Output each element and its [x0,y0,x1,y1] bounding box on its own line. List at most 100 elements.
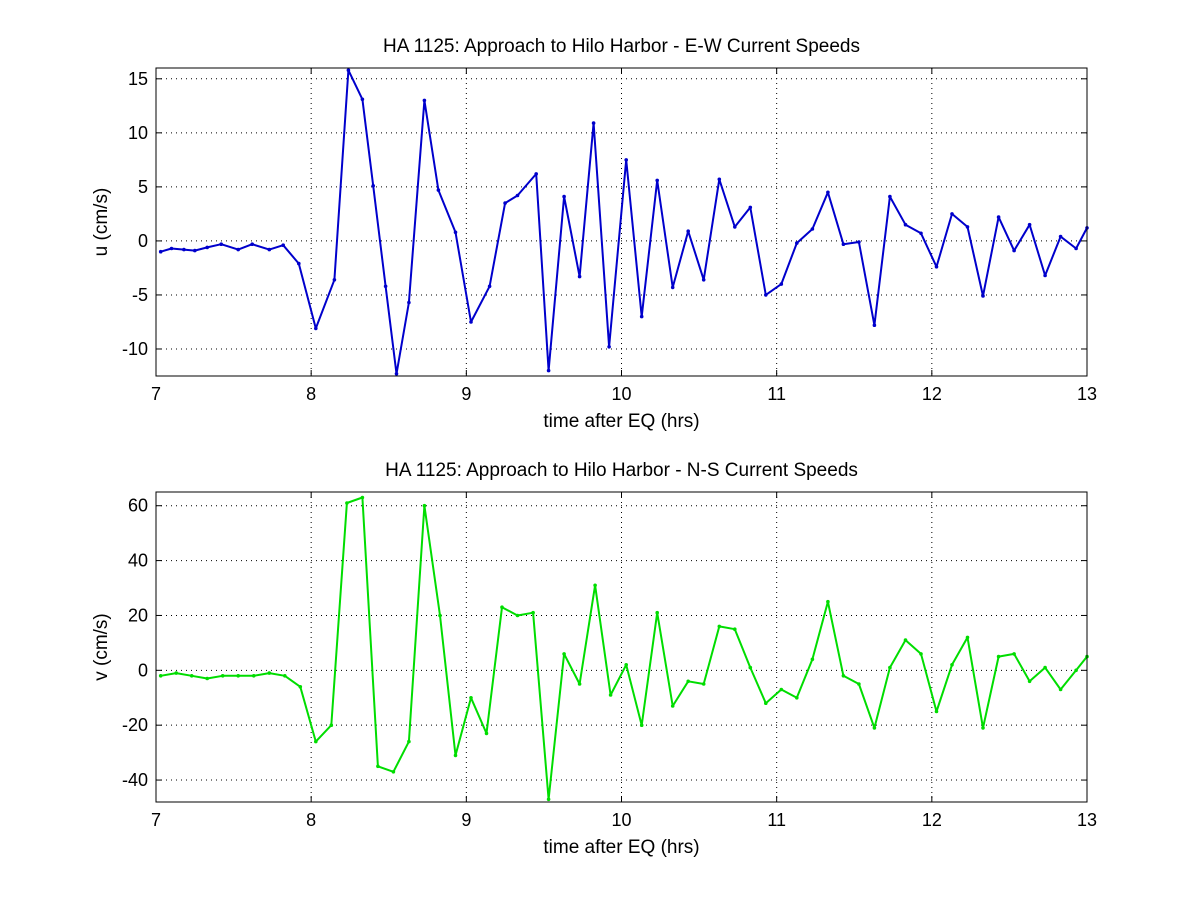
data-point-ew [624,158,628,162]
data-point-ew [346,68,351,72]
data-point-ns [639,723,644,727]
data-point-ew [332,278,337,282]
data-point-ew [981,294,985,298]
data-point-ew [546,368,551,373]
data-point-ns [438,613,442,618]
data-point-ew [655,178,659,183]
data-point-ew [1058,234,1063,239]
data-point-ew [1012,248,1016,253]
data-point-ns [469,696,473,700]
data-point-ns [764,701,768,705]
data-point-ew [371,184,376,188]
data-point-ns [608,693,613,697]
data-point-ns [531,610,535,615]
data-point-ns [841,674,846,678]
data-point-ns [376,764,380,769]
y-tick-label-ew: 10 [128,123,148,143]
data-point-ns [826,599,830,604]
data-point-ew [169,246,174,251]
data-point-ns [965,635,970,640]
data-point-ew [314,326,318,331]
data-point-ew [267,247,272,252]
data-point-ew [965,225,970,229]
data-point-ew [950,212,954,216]
data-point-ew [219,242,223,246]
data-point-ns [1012,652,1016,656]
y-tick-label-ew: 0 [138,231,148,251]
chart-panel-ns: 7 8 9 10 11 12 13 -40 -20 0 20 40 60 HA 1125: Approac… [91,460,1097,858]
data-point-ns [484,731,489,736]
data-point-ns [360,495,365,500]
data-point-ew [281,243,286,247]
x-tick-label-ew: 8 [306,384,316,404]
data-point-ew [795,241,799,245]
x-tick-label-ew: 7 [151,384,161,404]
data-point-ns [779,687,784,692]
data-point-ns [857,682,861,686]
data-point-ns [515,613,520,618]
data-point-ew [934,265,939,269]
data-point-ew [607,345,611,349]
y-tick-label-ew: -5 [132,285,148,305]
y-tick-label-ew: 15 [128,69,148,89]
y-tick-label-ns: 20 [128,605,148,625]
data-point-ns [1074,668,1078,673]
data-point-ew [826,190,830,195]
data-point-ew [686,229,690,233]
data-point-ns [500,605,504,609]
data-point-ns [189,674,194,678]
data-point-ns [174,671,178,675]
data-point-ns [655,610,659,615]
x-tick-label-ns: 7 [151,810,161,830]
data-point-ew [193,248,197,253]
data-point-ns [795,696,799,700]
data-point-ns [252,674,256,678]
x-axis-label-ew: time after EQ (hrs) [543,411,699,432]
data-point-ew [422,98,427,103]
data-point-ew [1074,246,1078,251]
data-point-ew [591,121,596,125]
data-point-ns [686,679,690,684]
data-point-ns [919,652,923,656]
data-point-ew [407,300,411,305]
data-point-ew [383,284,388,289]
data-point-ew [562,194,566,199]
x-tick-label-ew: 11 [767,384,786,404]
data-point-ns [329,723,334,727]
y-tick-label-ns: 40 [128,551,148,571]
y-tick-label-ew: 5 [138,177,148,197]
data-point-ns [1043,665,1047,670]
x-tick-label-ns: 13 [1077,810,1097,830]
data-point-ew [453,230,458,235]
data-point-ew [469,320,473,324]
data-point-ew [360,97,365,102]
data-point-ns [298,685,303,689]
data-point-ew [158,249,163,254]
y-axis-label-ew: u (cm/s) [91,188,112,257]
data-point-ew [701,278,706,282]
data-point-ew [996,215,1001,219]
data-point-ns [314,739,318,744]
x-tick-label-ns: 12 [922,810,942,830]
data-point-ns [701,682,706,686]
data-point-ns [562,652,566,656]
data-point-ns [717,624,722,629]
data-point-ew [205,245,209,250]
data-point-ns [872,726,877,730]
x-tick-label-ew: 10 [611,384,631,404]
data-point-ew [764,293,768,297]
data-point-ew [436,188,441,192]
x-tick-label-ns: 10 [611,810,631,830]
data-point-ew [857,240,861,244]
x-tick-label-ns: 9 [461,810,471,830]
data-point-ns [453,753,458,758]
data-point-ew [577,274,582,279]
data-point-ew [1043,273,1047,278]
data-point-ns [593,583,597,588]
data-point-ns [748,665,753,670]
data-point-ns [903,638,908,642]
y-tick-label-ns: 0 [138,660,148,680]
data-point-ns [950,663,954,667]
data-point-ew [810,227,815,231]
data-point-ns [267,671,272,675]
